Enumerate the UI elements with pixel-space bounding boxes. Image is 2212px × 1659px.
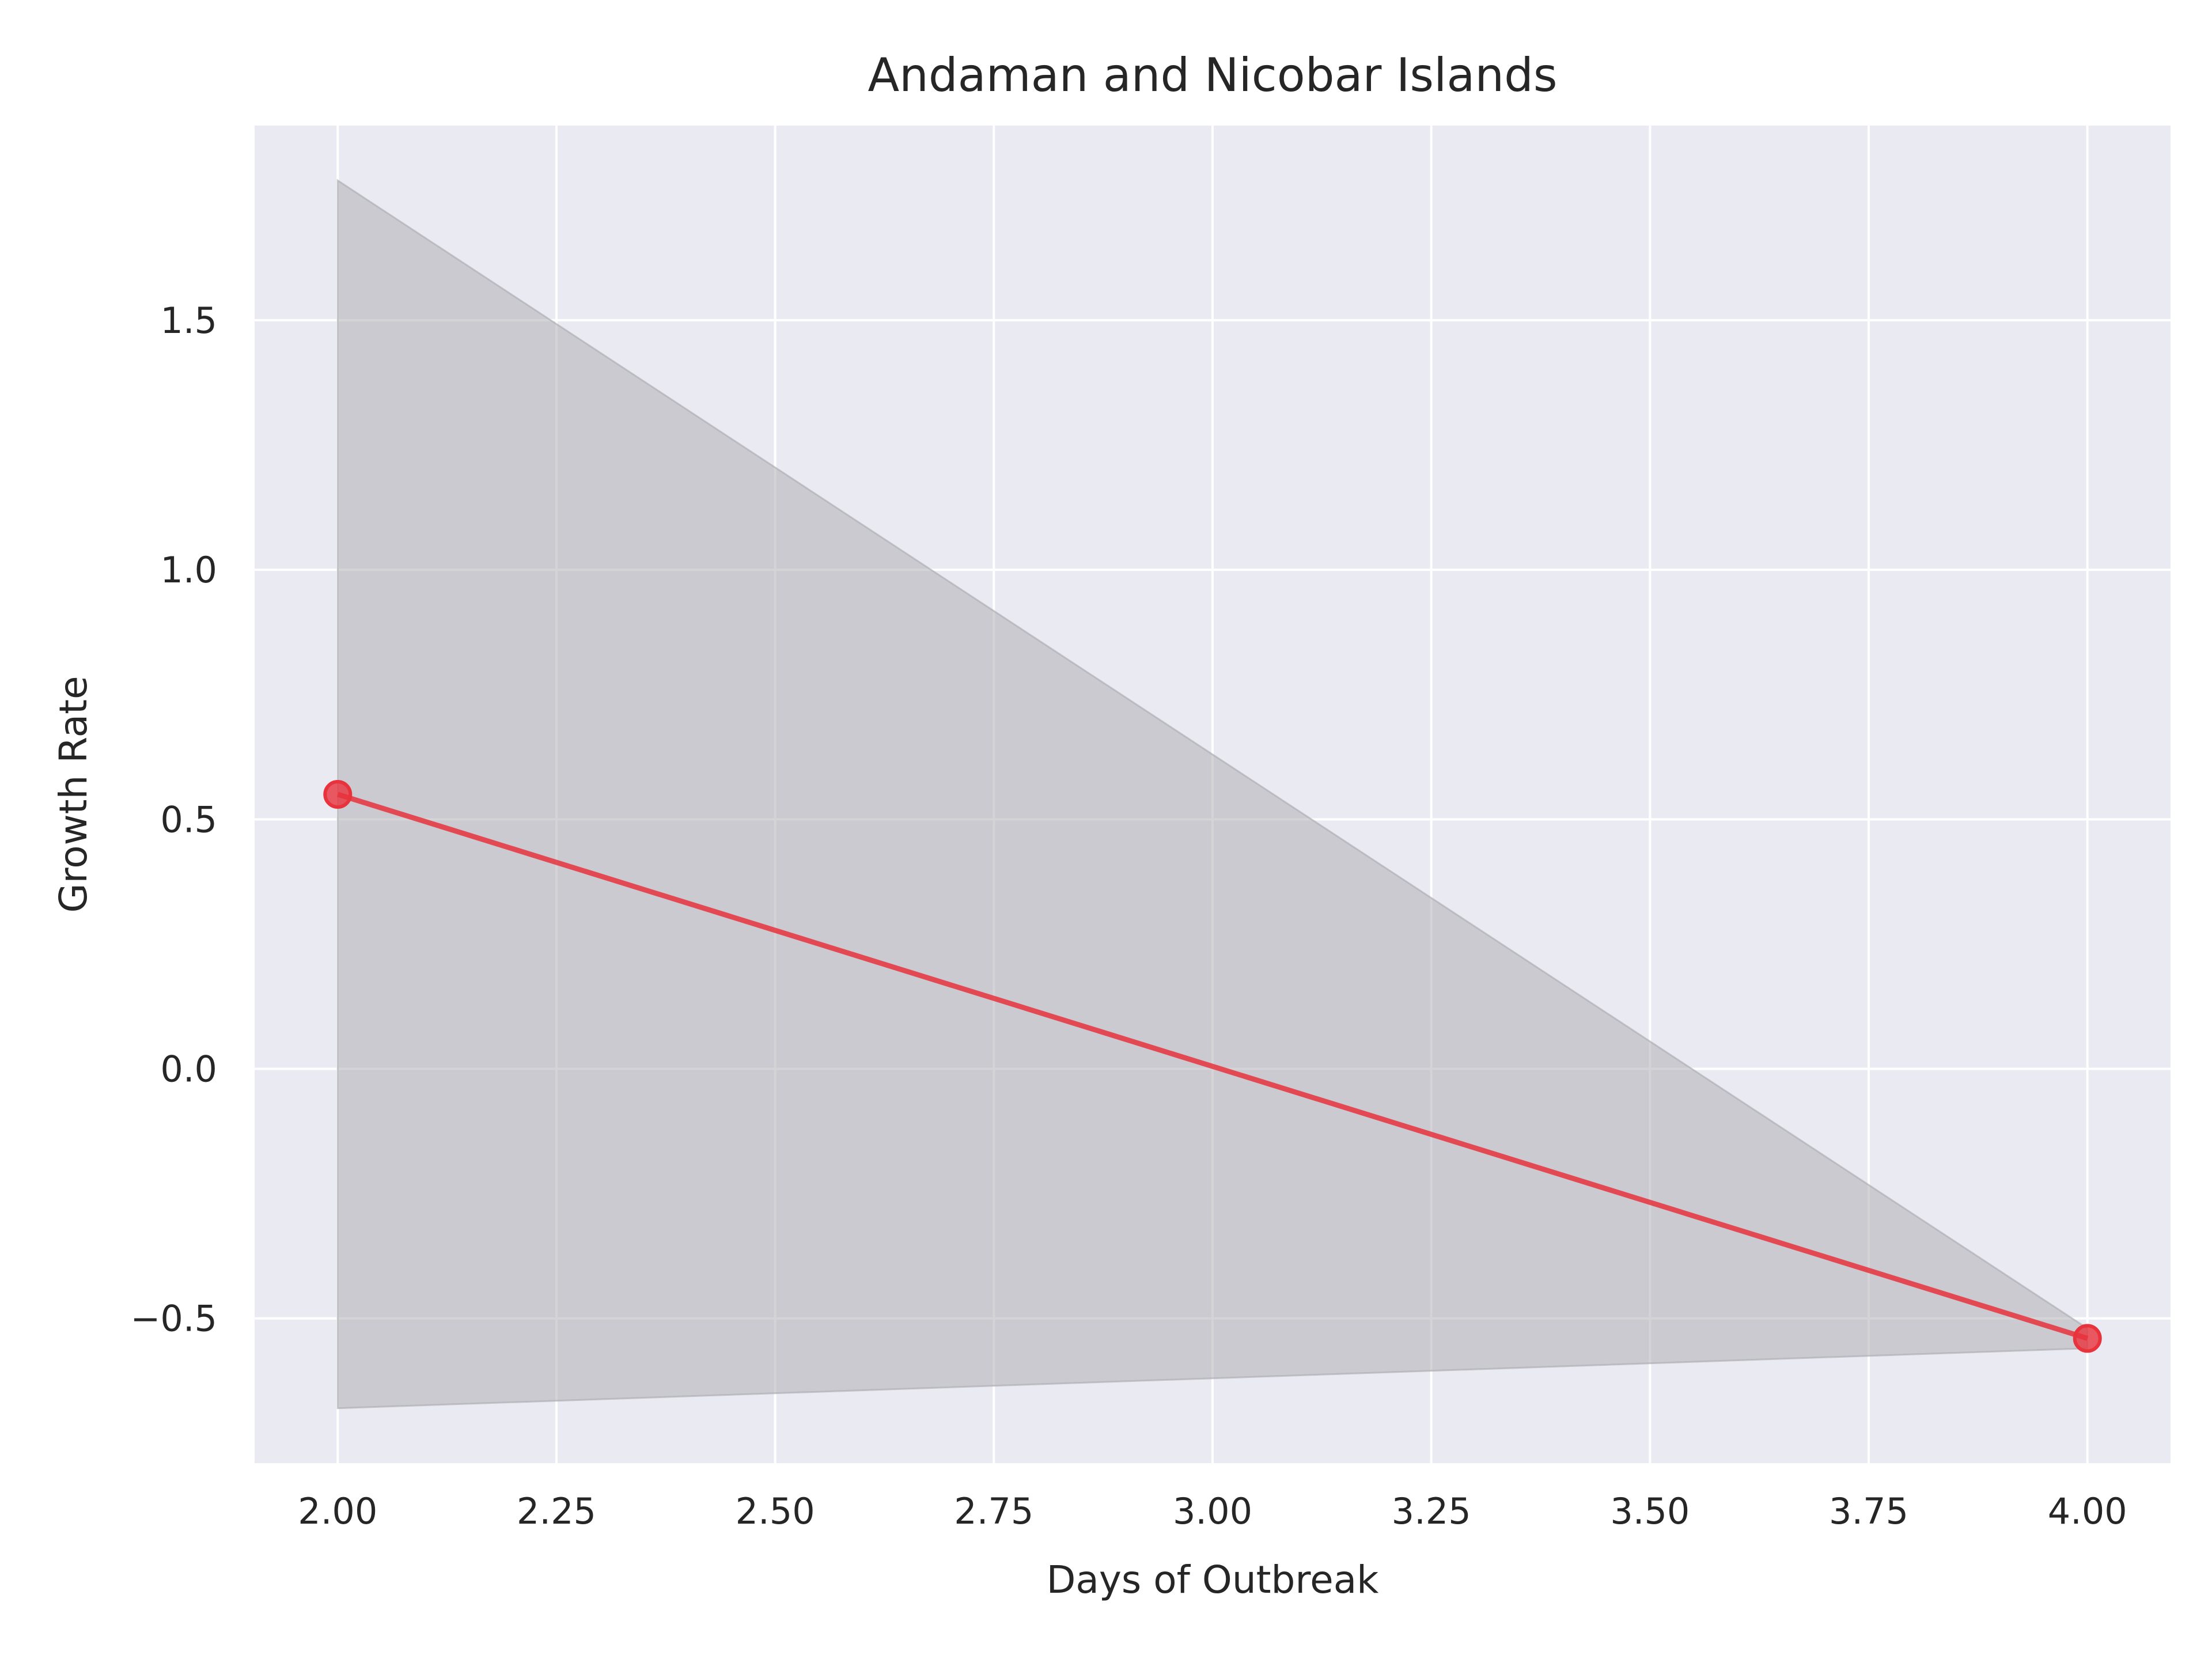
y-axis-label: Growth Rate (51, 676, 96, 912)
x-tick-label: 2.00 (298, 1490, 377, 1532)
x-axis-label: Days of Outbreak (1047, 1558, 1380, 1602)
x-tick-label: 3.75 (1829, 1490, 1908, 1532)
data-point (323, 780, 353, 809)
x-tick-label: 3.00 (1173, 1490, 1252, 1532)
series-line (336, 791, 2089, 1341)
x-tick-label: 4.00 (2048, 1490, 2127, 1532)
x-axis-ticks: 2.00 2.25 2.50 2.75 3.00 3.25 3.50 3.75 4.00 (298, 1490, 2127, 1532)
y-tick-label: 1.5 (160, 300, 217, 342)
x-tick-label: 2.25 (517, 1490, 596, 1532)
y-tick-label: −0.5 (130, 1298, 217, 1340)
y-axis-ticks: −0.5 0.0 0.5 1.0 1.5 (130, 300, 217, 1340)
x-tick-label: 2.50 (736, 1490, 815, 1532)
x-tick-label: 3.50 (1610, 1490, 1690, 1532)
series-layer (323, 780, 2102, 1353)
chart-title: Andaman and Nicobar Islands (868, 48, 1557, 102)
y-tick-label: 0.5 (160, 798, 217, 840)
y-tick-label: 1.0 (160, 549, 217, 591)
x-tick-label: 2.75 (954, 1490, 1033, 1532)
data-point (2073, 1324, 2102, 1353)
y-tick-label: 0.0 (160, 1048, 217, 1090)
x-tick-label: 3.25 (1392, 1490, 1471, 1532)
